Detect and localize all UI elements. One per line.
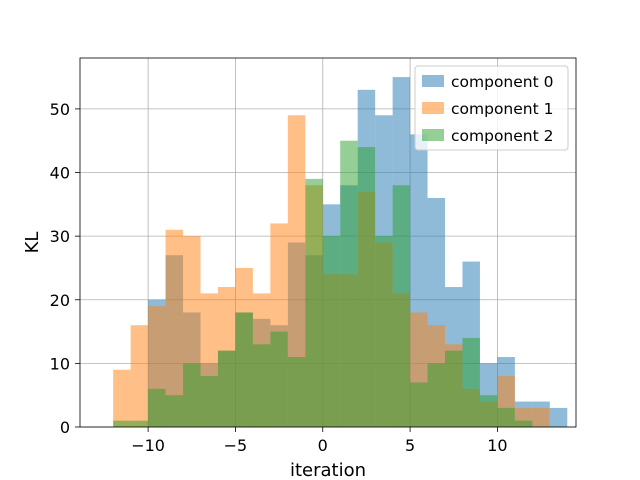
histogram-bar: [375, 236, 393, 427]
histogram-bar: [287, 115, 306, 428]
histogram-bar: [445, 350, 463, 427]
axes-frame: [79, 57, 577, 428]
y-tick-label: 20: [50, 291, 70, 310]
histogram-bar: [322, 236, 341, 427]
y-tick-label: 30: [50, 227, 70, 246]
y-axis-ticks: 0 10 20 30 40 50: [50, 100, 80, 437]
series-2-bars: [113, 140, 533, 427]
histogram-bar: [200, 376, 218, 427]
histogram-bar: [183, 363, 201, 427]
histogram-bar: [479, 395, 498, 427]
histogram-bars: [113, 77, 568, 428]
histogram-bar: [287, 357, 306, 427]
y-tick-label: 0: [60, 418, 70, 437]
legend: component 0 component 1 component 2: [414, 65, 569, 151]
legend-swatch: [422, 75, 444, 87]
y-tick-label: 50: [50, 100, 70, 119]
x-axis-ticks: −10 −5 0 5 10: [131, 427, 508, 455]
x-tick-label: 0: [318, 436, 328, 455]
y-tick-label: 40: [50, 164, 70, 183]
histogram-bar: [514, 420, 533, 427]
x-axis-label: iteration: [290, 460, 366, 480]
y-tick-label: 10: [50, 354, 70, 373]
legend-box: [414, 65, 569, 151]
histogram-bar: [340, 140, 358, 427]
x-tick-label: 10: [487, 436, 507, 455]
x-tick-label: 5: [405, 436, 415, 455]
y-axis-label: KL: [22, 232, 43, 254]
histogram-bar: [130, 420, 149, 427]
legend-swatch: [422, 102, 444, 114]
histogram-bar: [357, 147, 376, 427]
legend-label: component 1: [451, 100, 553, 118]
histogram-bar: [532, 407, 550, 427]
histogram-bar: [252, 344, 271, 427]
x-tick-label: −5: [224, 436, 248, 455]
histogram-bar: [235, 312, 253, 427]
histogram-bar: [113, 369, 131, 427]
histogram-bar: [427, 363, 446, 427]
histogram-bar: [497, 407, 515, 427]
histogram-bar: [217, 350, 236, 427]
histogram-bar: [305, 178, 323, 427]
legend-label: component 0: [451, 73, 553, 91]
histogram-bar: [130, 325, 149, 427]
histogram-bar: [148, 388, 166, 427]
legend-label: component 2: [451, 127, 553, 145]
histogram-bar: [270, 331, 288, 427]
histogram-bar: [410, 382, 428, 427]
x-tick-label: −10: [131, 436, 165, 455]
histogram-bar: [165, 395, 184, 427]
histogram-bar: [165, 229, 184, 427]
legend-swatch: [422, 129, 444, 141]
histogram-bar: [392, 185, 411, 427]
histogram-bar: [113, 420, 131, 427]
histogram-bar: [549, 407, 568, 427]
histogram-bar: [462, 337, 480, 427]
